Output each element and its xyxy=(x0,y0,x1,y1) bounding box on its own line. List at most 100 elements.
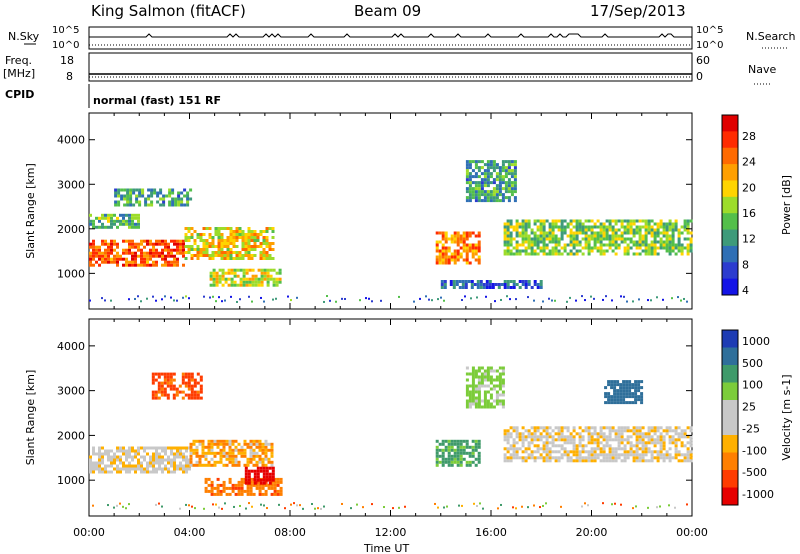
power-cell xyxy=(114,200,118,204)
velocity-cell xyxy=(140,464,143,468)
velocity-cell xyxy=(480,366,484,370)
power-cell xyxy=(113,242,116,246)
velocity-cell xyxy=(453,442,457,446)
power-cell xyxy=(513,172,517,176)
power-noise-dot xyxy=(554,299,556,302)
velocity-cell xyxy=(501,393,505,397)
velocity-cell xyxy=(480,399,484,403)
velocity-cell xyxy=(584,459,588,463)
velocity-cell xyxy=(210,489,214,493)
power-cell xyxy=(515,240,519,244)
velocity-cell xyxy=(122,461,125,465)
velocity-cell xyxy=(638,453,642,457)
velocity-cell xyxy=(219,457,223,461)
velocity-cell xyxy=(252,457,256,461)
power-cell xyxy=(114,203,118,207)
velocity-cell xyxy=(656,438,660,442)
power-cell xyxy=(205,227,209,230)
velocity-cell xyxy=(477,439,481,443)
velocity-cell xyxy=(686,426,690,430)
power-cell xyxy=(560,225,564,229)
power-noise-dot xyxy=(671,297,673,300)
power-cell xyxy=(259,245,263,248)
power-noise-dot xyxy=(296,296,298,299)
power-cell xyxy=(101,225,104,229)
power-cell xyxy=(242,271,246,275)
power-cell xyxy=(268,227,272,230)
power-cell xyxy=(641,219,645,223)
power-cell xyxy=(173,260,176,264)
velocity-cell xyxy=(249,457,253,461)
power-cell xyxy=(507,184,511,188)
power-cell xyxy=(179,248,182,252)
power-noise-dot xyxy=(185,295,187,298)
power-cell xyxy=(551,249,555,253)
power-cell xyxy=(662,222,666,226)
power-cell xyxy=(521,228,525,232)
power-cell xyxy=(174,200,178,204)
power-cell xyxy=(504,169,508,173)
velocity-cell xyxy=(240,448,244,452)
velocity-cell xyxy=(243,448,247,452)
power-cell xyxy=(521,243,525,247)
power-cell xyxy=(683,219,687,223)
power-cell xyxy=(441,243,445,247)
velocity-cell xyxy=(264,480,268,484)
power-cell xyxy=(533,222,537,226)
velocity-echo-region xyxy=(89,446,191,474)
power-cell xyxy=(144,197,148,201)
velocity-cell xyxy=(581,429,585,433)
power-cell xyxy=(235,254,239,257)
power-noise-dot xyxy=(575,299,577,302)
power-cell xyxy=(257,277,261,281)
velocity-cell xyxy=(542,459,546,463)
power-cell xyxy=(229,227,233,230)
velocity-cell xyxy=(680,441,684,445)
velocity-cell xyxy=(255,454,259,458)
velocity-cell xyxy=(483,396,487,400)
velocity-cell xyxy=(435,460,439,464)
velocity-cell xyxy=(125,467,128,471)
power-cell xyxy=(587,234,591,238)
power-cell xyxy=(513,187,517,191)
power-cell xyxy=(471,196,475,200)
velocity-cell xyxy=(626,441,630,445)
power-cell xyxy=(465,172,469,176)
power-cell xyxy=(208,257,212,260)
velocity-cell xyxy=(533,432,537,436)
power-cell xyxy=(593,240,597,244)
velocity-cell xyxy=(477,393,481,397)
power-noise-dot xyxy=(212,295,214,298)
velocity-cell xyxy=(486,402,490,406)
velocity-cell xyxy=(447,442,451,446)
velocity-cell xyxy=(264,445,268,449)
power-cell xyxy=(584,237,588,241)
velocity-cell xyxy=(604,401,608,405)
velocity-cell xyxy=(210,439,214,443)
power-cell xyxy=(98,216,101,220)
power-cell xyxy=(542,219,546,223)
velocity-cell xyxy=(622,395,626,399)
power-cell xyxy=(542,240,546,244)
power-cell xyxy=(247,233,251,236)
velocity-cell xyxy=(542,441,546,445)
power-cell xyxy=(209,274,213,278)
velocity-cell xyxy=(503,438,507,442)
velocity-cell xyxy=(249,483,253,487)
power-cell xyxy=(248,268,252,272)
velocity-cell xyxy=(161,470,164,474)
power-cell xyxy=(474,172,478,176)
power-cell xyxy=(593,234,597,238)
power-cell xyxy=(95,225,98,229)
power-echo-region xyxy=(435,231,481,265)
power-colorbar-segment xyxy=(722,213,738,231)
velocity-cell xyxy=(110,455,113,459)
power-cell xyxy=(444,252,448,256)
velocity-cell xyxy=(613,386,617,390)
power-cell xyxy=(208,236,212,239)
velocity-cell xyxy=(113,467,116,471)
velocity-cell xyxy=(207,489,211,493)
power-cell xyxy=(116,216,119,220)
power-cell xyxy=(456,252,460,256)
